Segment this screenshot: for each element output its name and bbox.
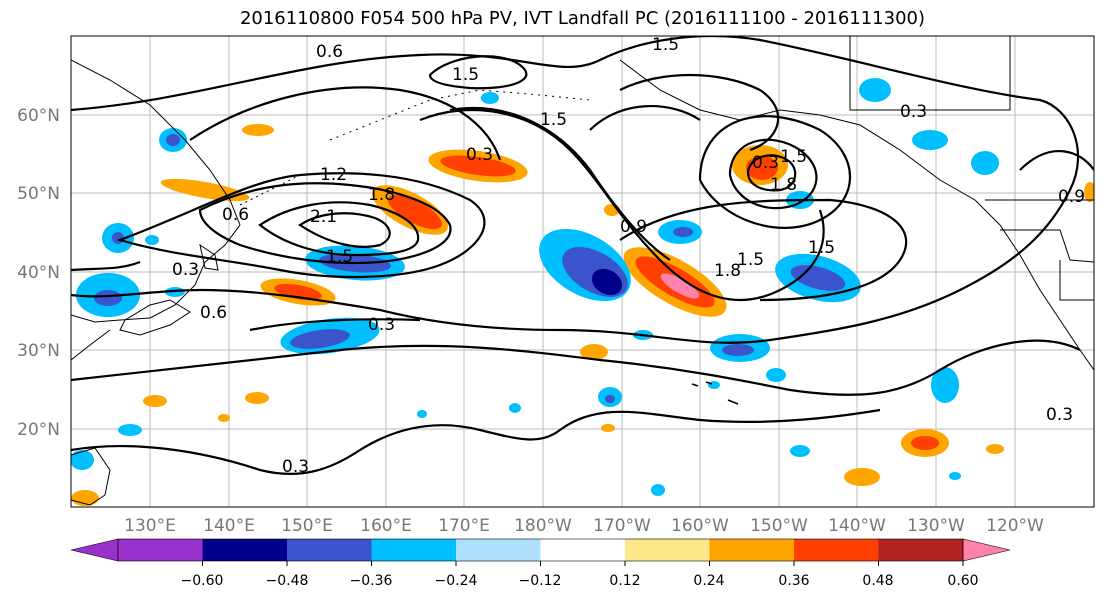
- colorbar-tick-label: −0.36: [350, 573, 393, 589]
- colorbar-tick-label: 0.36: [778, 573, 809, 589]
- lat-label: 40°N: [17, 263, 60, 283]
- colorbar-tick-label: −0.48: [266, 573, 309, 589]
- lon-label: 160°E: [360, 516, 412, 536]
- contour-label: 1.8: [714, 261, 741, 281]
- colorbar-tick-label: 0.12: [609, 573, 640, 589]
- contour-label: 0.6: [222, 205, 249, 225]
- map-title: 2016110800 F054 500 hPa PV, IVT Landfall…: [239, 8, 926, 29]
- contour-label: 0.6: [200, 303, 227, 323]
- lat-label: 60°N: [17, 106, 60, 126]
- colorbar-segment: [625, 539, 710, 561]
- colorbar-segment: [456, 539, 541, 561]
- contour-label: 0.9: [620, 217, 647, 237]
- colorbar-tick-label: 0.48: [862, 573, 893, 589]
- contour-label-group: 0.6 1.5 1.5 0.3 1.5 1.2 1.8 2.1 0.6 1.5 …: [172, 35, 1085, 477]
- lon-label: 180°W: [514, 516, 572, 536]
- contour-label: 0.3: [368, 315, 395, 335]
- contour-label: 1.5: [737, 250, 764, 270]
- colorbar: [70, 538, 1011, 566]
- shaded-anomalies: [71, 78, 1094, 506]
- colorbar-segment: [118, 539, 203, 561]
- lon-label: 170°E: [438, 516, 490, 536]
- lat-label: 50°N: [17, 184, 60, 204]
- colorbar-segment: [878, 539, 964, 561]
- colorbar-tick-label: −0.60: [181, 573, 224, 589]
- contour-label: 1.5: [452, 65, 479, 85]
- contour-label: 1.5: [652, 35, 679, 55]
- colorbar-segment: [709, 539, 795, 561]
- contour-label: 0.3: [752, 153, 779, 173]
- contour-label: 0.6: [316, 42, 343, 62]
- colorbar-tick-label: −0.24: [435, 573, 478, 589]
- lon-label: 120°W: [986, 516, 1044, 536]
- lon-label: 150°E: [281, 516, 333, 536]
- colorbar-segment: [287, 539, 372, 561]
- colorbar-tick-label: −0.12: [519, 573, 562, 589]
- contour-label: 0.3: [1046, 405, 1073, 425]
- contour-label: 1.2: [320, 165, 347, 185]
- colorbar-tick-labels: −0.60 −0.48 −0.36 −0.24 −0.12 0.12 0.24 …: [181, 573, 979, 589]
- contour-label: 1.8: [368, 185, 395, 205]
- contour-label: 1.5: [326, 247, 353, 267]
- contour-label: 1.5: [540, 110, 567, 130]
- colorbar-tick-label: 0.24: [693, 573, 724, 589]
- contour-label: 0.3: [172, 260, 199, 280]
- lon-label: 150°W: [750, 516, 808, 536]
- lat-label: 30°N: [17, 341, 60, 361]
- lon-label: 130°E: [124, 516, 176, 536]
- contour-lines: [71, 36, 1094, 476]
- contour-label: 1.5: [780, 147, 807, 167]
- latitude-labels: 60°N 50°N 40°N 30°N 20°N: [17, 106, 60, 440]
- lon-label: 130°W: [907, 516, 965, 536]
- contour-label: 0.3: [900, 102, 927, 122]
- lon-label: 160°W: [671, 516, 729, 536]
- contour-label: 1.8: [770, 175, 797, 195]
- colorbar-segment: [371, 539, 457, 561]
- longitude-labels: 130°E 140°E 150°E 160°E 170°E 180°W 170°…: [124, 516, 1044, 536]
- colorbar-segment: [540, 539, 626, 561]
- contour-label: 0.3: [282, 457, 309, 477]
- contour-label: 0.3: [466, 145, 493, 165]
- colorbar-extend-min: [70, 538, 119, 562]
- colorbar-tick-label: 0.60: [947, 573, 978, 589]
- coastlines: [71, 36, 1094, 506]
- lon-label: 170°W: [593, 516, 651, 536]
- lon-label: 140°E: [203, 516, 255, 536]
- colorbar-segment: [794, 539, 879, 561]
- lat-label: 20°N: [17, 420, 60, 440]
- contour-label: 1.5: [808, 238, 835, 258]
- contour-label: 0.9: [1058, 187, 1085, 207]
- colorbar-extend-max: [962, 538, 1011, 562]
- contour-label: 2.1: [310, 207, 337, 227]
- colorbar-segment: [202, 539, 288, 561]
- lon-label: 140°W: [828, 516, 886, 536]
- map-frame: [70, 35, 1095, 508]
